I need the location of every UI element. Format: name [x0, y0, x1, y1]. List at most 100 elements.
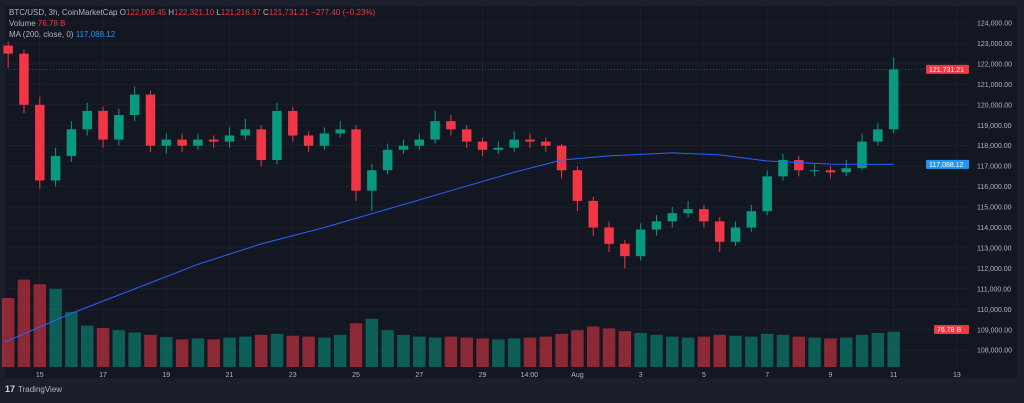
high-label: H [168, 8, 175, 17]
volume-bar [729, 335, 742, 367]
candle-body [129, 94, 140, 116]
price-tick-label: 121,000.00 [977, 82, 1012, 89]
time-tick-label: 7 [765, 372, 769, 379]
price-tick-label: 115,000.00 [977, 205, 1012, 212]
volume-bar [112, 330, 126, 367]
tradingview-logo-icon[interactable]: 17 [5, 384, 16, 394]
candle-body [572, 170, 583, 201]
volume-bar [17, 279, 31, 367]
ma-badge: 117,088.12 [926, 159, 969, 169]
candle-body [841, 168, 851, 173]
price-tick-label: 109,000.00 [977, 327, 1012, 334]
candle-body [825, 170, 836, 173]
volume-bar [365, 318, 379, 367]
volume-bar [824, 338, 837, 367]
volume-bar [333, 334, 347, 367]
price-tick-label: 108,000.00 [977, 348, 1012, 355]
chart-legend: BTC/USD, 3h, CoinMarketCap O122,009.45 H… [9, 7, 375, 40]
candle-body [556, 145, 567, 171]
volume-bar [65, 311, 78, 367]
symbol-label[interactable]: BTC/USD, 3h, CoinMarketCap [9, 8, 118, 17]
candle-body [303, 135, 314, 146]
change-value: −277.40 (−0.23%) [311, 8, 376, 17]
volume-bar [175, 339, 189, 367]
volume-bar [413, 336, 426, 367]
low-label: L [216, 8, 221, 17]
candle-body [272, 110, 282, 161]
ohlc-row: BTC/USD, 3h, CoinMarketCap O122,009.45 H… [9, 7, 375, 18]
footer: 17 TradingView [5, 384, 62, 394]
candle-body [240, 129, 251, 136]
price-tick-label: 123,000.00 [977, 41, 1012, 48]
candle-body [493, 147, 504, 150]
volume-bar [792, 336, 806, 367]
time-axis-bg [5, 368, 970, 378]
price-chart[interactable]: 124,000.00 123,000.00 122,000.00 121,000.00… [0, 0, 1024, 380]
volume-bar [697, 336, 711, 367]
volume-bar [302, 336, 315, 367]
time-tick-label: 5 [702, 372, 706, 379]
candle-body [35, 104, 45, 181]
candle-body [509, 139, 519, 148]
volume-value-label: 76.78 B [937, 327, 961, 334]
candle-body [50, 155, 61, 181]
volume-bar [223, 337, 236, 367]
candle-body [114, 115, 124, 140]
candle-body [351, 129, 361, 191]
volume-bar [270, 333, 284, 367]
price-axis: 124,000.00 123,000.00 122,000.00 121,000.00… [977, 21, 1012, 355]
candle-body [414, 139, 425, 146]
candle-body [651, 221, 662, 230]
candles [3, 41, 899, 269]
volume-bar [128, 332, 141, 367]
candle-body [683, 209, 693, 214]
time-tick-label: 14:00 [521, 372, 539, 379]
volume-bar [855, 334, 869, 367]
volume-label: Volume [9, 19, 36, 28]
volume-bar [871, 332, 885, 367]
candle-body [82, 110, 92, 130]
candle-body [66, 129, 77, 156]
ma-label: MA (200, close, 0) [9, 30, 74, 39]
time-tick-label: 21 [226, 372, 234, 379]
candle-body [256, 129, 266, 161]
volume-bar [602, 328, 616, 367]
candle-body [809, 170, 820, 172]
ma-row[interactable]: MA (200, close, 0) 117,088.12 [9, 29, 375, 40]
price-tick-label: 117,000.00 [977, 164, 1012, 171]
volume-bar [397, 334, 410, 367]
candle-body [477, 141, 488, 150]
time-axis: 15 17 19 21 23 25 27 29 14:00 Aug 3 5 7 9 11 13 [36, 372, 961, 379]
candle-body [145, 94, 156, 146]
candle-body [620, 243, 630, 257]
candle-body [525, 139, 535, 142]
candle-body [319, 133, 330, 146]
volume-bar [381, 330, 394, 367]
volume-bar [586, 326, 600, 367]
volume-bars [1, 279, 900, 367]
price-tick-label: 114,000.00 [977, 225, 1012, 232]
time-tick-label: 25 [352, 372, 360, 379]
volume-bar [666, 336, 679, 367]
volume-bar [96, 327, 110, 367]
volume-value: 76.78 B [37, 19, 66, 28]
volume-bar [745, 336, 758, 367]
volume-bar [160, 337, 173, 367]
time-tick-label: 19 [162, 372, 170, 379]
volume-row[interactable]: Volume 76.78 B [9, 18, 375, 29]
high-value: 122,321.10 [174, 8, 215, 17]
volume-bar [539, 336, 553, 367]
volume-bar [507, 338, 521, 367]
grid-lines [5, 6, 970, 368]
brand-name[interactable]: TradingView [18, 384, 63, 394]
candle-body [446, 121, 456, 130]
candle-body [667, 213, 678, 222]
volume-bar [33, 284, 47, 367]
time-tick-label: 23 [289, 372, 297, 379]
time-tick-label: 13 [953, 372, 961, 379]
candle-body [888, 69, 899, 130]
candle-body [461, 129, 472, 142]
candle-body [224, 135, 235, 142]
volume-bar [286, 335, 300, 367]
candle-body [208, 139, 219, 142]
